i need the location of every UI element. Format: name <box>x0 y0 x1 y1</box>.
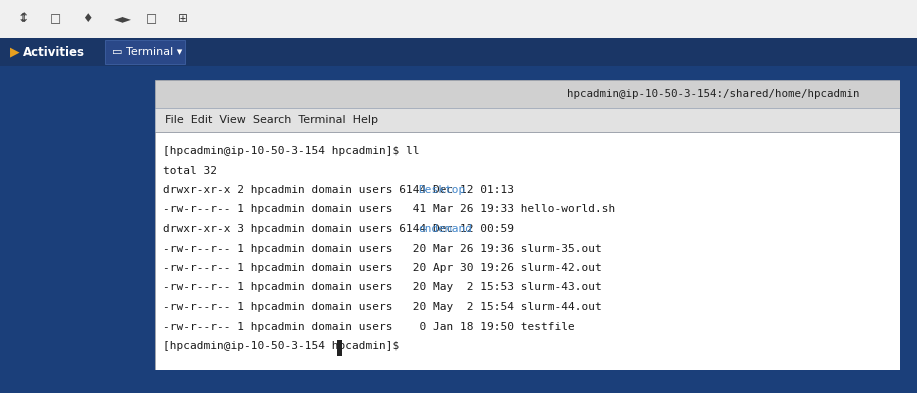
Text: drwxr-xr-x 2 hpcadmin domain users 6144 Dec 12 01:13: drwxr-xr-x 2 hpcadmin domain users 6144 … <box>163 185 521 195</box>
Text: drwxr-xr-x 3 hpcadmin domain users 6144 Dec 12 00:59: drwxr-xr-x 3 hpcadmin domain users 6144 … <box>163 224 521 234</box>
Text: ▭ Terminal ▾: ▭ Terminal ▾ <box>112 47 182 57</box>
Text: File  Edit  View  Search  Terminal  Help: File Edit View Search Terminal Help <box>165 115 378 125</box>
Text: hpcadmin@ip-10-50-3-154:/shared/home/hpcadmin: hpcadmin@ip-10-50-3-154:/shared/home/hpc… <box>568 89 860 99</box>
Text: ⊞: ⊞ <box>178 13 188 26</box>
Text: □: □ <box>146 13 157 26</box>
Text: [hpcadmin@ip-10-50-3-154 hpcadmin]$: [hpcadmin@ip-10-50-3-154 hpcadmin]$ <box>163 341 406 351</box>
Text: -rw-r--r-- 1 hpcadmin domain users    0 Jan 18 19:50 testfile: -rw-r--r-- 1 hpcadmin domain users 0 Jan… <box>163 321 575 332</box>
Text: ▶: ▶ <box>10 46 19 59</box>
Text: ♦: ♦ <box>82 13 93 26</box>
Text: ◄►: ◄► <box>114 13 132 26</box>
Text: Activities: Activities <box>23 46 85 59</box>
Bar <box>337 340 342 356</box>
Text: [hpcadmin@ip-10-50-3-154 hpcadmin]$ ll: [hpcadmin@ip-10-50-3-154 hpcadmin]$ ll <box>163 146 419 156</box>
Text: -rw-r--r-- 1 hpcadmin domain users   20 May  2 15:54 slurm-44.out: -rw-r--r-- 1 hpcadmin domain users 20 Ma… <box>163 302 602 312</box>
Text: Desktop: Desktop <box>418 185 466 195</box>
Text: total 32: total 32 <box>163 165 217 176</box>
Text: -rw-r--r-- 1 hpcadmin domain users   20 Apr 30 19:26 slurm-42.out: -rw-r--r-- 1 hpcadmin domain users 20 Ap… <box>163 263 602 273</box>
Text: ↕: ↕ <box>18 13 28 26</box>
Bar <box>105 40 185 64</box>
Text: ondemand: ondemand <box>418 224 472 234</box>
Text: ↕: ↕ <box>18 13 28 26</box>
Text: -rw-r--r-- 1 hpcadmin domain users   41 Mar 26 19:33 hello-world.sh: -rw-r--r-- 1 hpcadmin domain users 41 Ma… <box>163 204 615 215</box>
Text: -rw-r--r-- 1 hpcadmin domain users   20 Mar 26 19:36 slurm-35.out: -rw-r--r-- 1 hpcadmin domain users 20 Ma… <box>163 244 602 253</box>
Text: □: □ <box>50 13 61 26</box>
Text: -rw-r--r-- 1 hpcadmin domain users   20 May  2 15:53 slurm-43.out: -rw-r--r-- 1 hpcadmin domain users 20 Ma… <box>163 283 602 292</box>
